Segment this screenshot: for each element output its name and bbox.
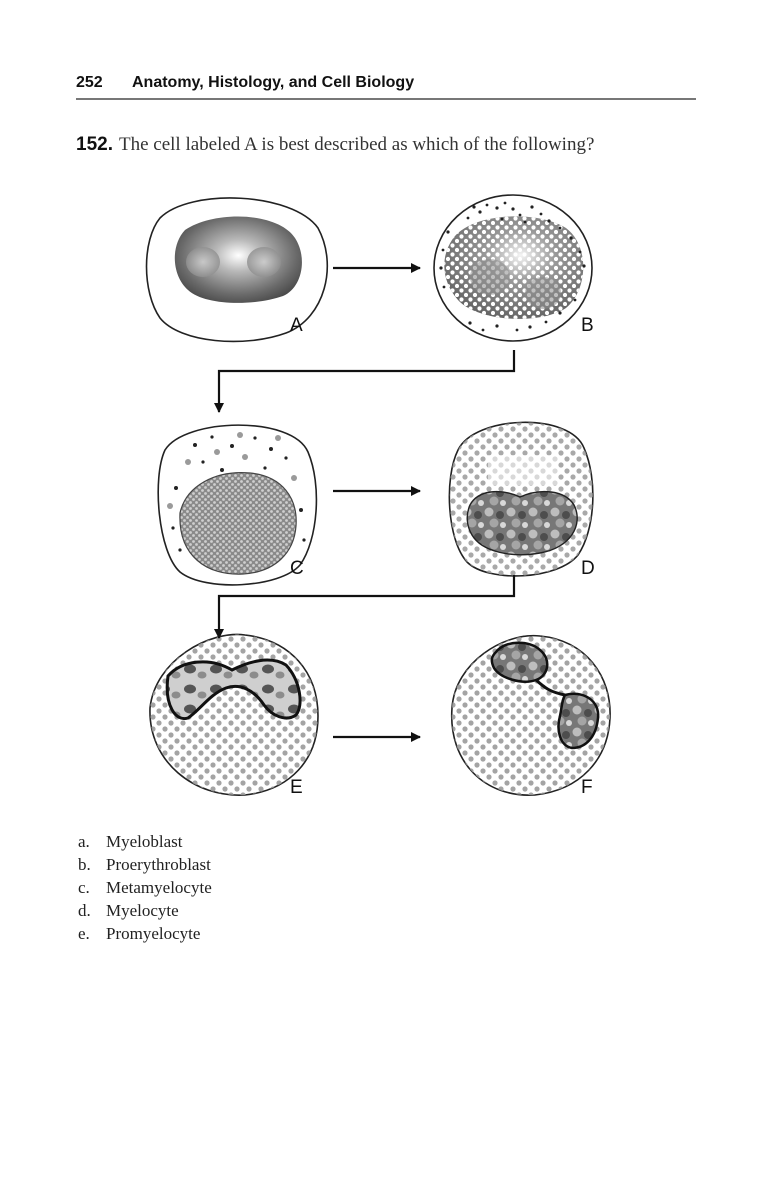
label-d: D (581, 558, 595, 579)
header-rule (76, 98, 696, 100)
option-letter: e. (78, 924, 90, 943)
cell-d: D (448, 421, 595, 579)
question-text: The cell labeled A is best described as … (118, 134, 595, 155)
cell-a: A (145, 197, 329, 343)
cell-e: E (149, 633, 319, 798)
option-e[interactable]: e. Promyelocyte (78, 922, 212, 945)
option-letter: a. (78, 832, 90, 851)
option-b[interactable]: b. Proerythroblast (78, 853, 212, 876)
option-a[interactable]: a. Myeloblast (78, 830, 212, 853)
option-text: Myelocyte (106, 901, 179, 920)
option-text: Promyelocyte (106, 924, 201, 943)
answer-options: a. Myeloblast b. Proerythroblast c. Metamye… (78, 830, 212, 945)
running-head-title: Anatomy, Histology, and Cell Biology (132, 74, 415, 91)
cell-b: B (433, 194, 594, 342)
question-number: 152. (76, 134, 113, 155)
option-letter: c. (78, 878, 90, 897)
label-b: B (581, 315, 594, 336)
cell-f: F (450, 634, 611, 798)
label-a: A (290, 315, 303, 336)
arrows (214, 263, 516, 742)
option-text: Metamyelocyte (106, 878, 212, 897)
option-letter: b. (78, 855, 91, 874)
running-head: 252 Anatomy, Histology, and Cell Biology (76, 72, 696, 98)
question: 152. The cell labeled A is best described… (76, 134, 716, 156)
option-d[interactable]: d. Myelocyte (78, 899, 212, 922)
arrow-b-to-c (214, 350, 516, 413)
option-text: Myeloblast (106, 832, 183, 851)
label-f: F (581, 777, 593, 798)
cell-c: C (157, 424, 318, 586)
option-c[interactable]: c. Metamyelocyte (78, 876, 212, 899)
arrow-d-to-e (214, 575, 516, 639)
page-number: 252 (76, 74, 103, 91)
label-e: E (290, 777, 303, 798)
option-text: Proerythroblast (106, 855, 211, 874)
label-c: C (290, 558, 304, 579)
option-letter: d. (78, 901, 91, 920)
